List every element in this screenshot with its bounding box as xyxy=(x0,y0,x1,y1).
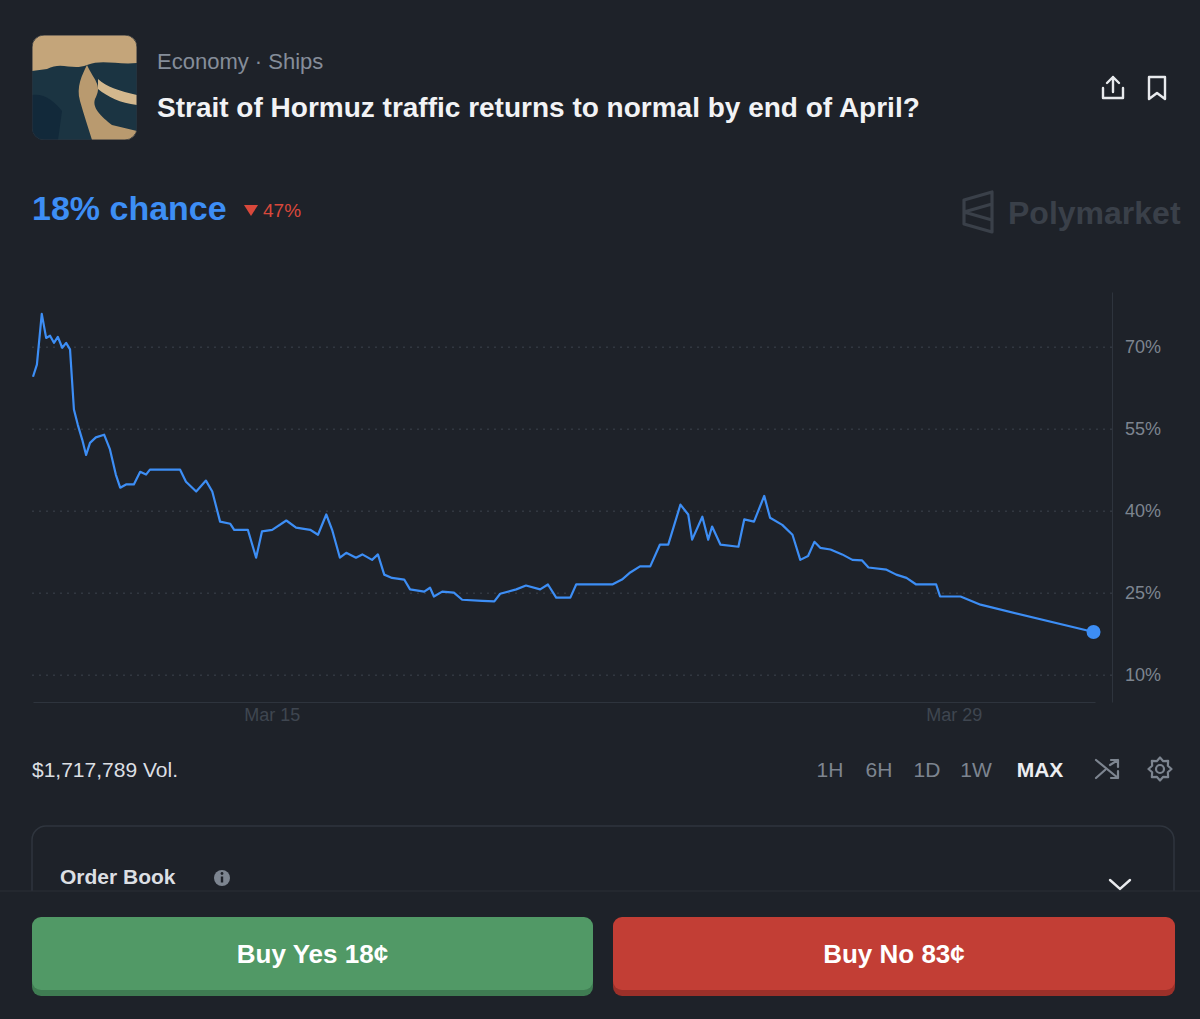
order-book-title[interactable]: Order Book xyxy=(60,865,176,888)
watermark: Polymarket xyxy=(964,192,1181,232)
settings-button[interactable] xyxy=(1149,758,1172,781)
market-icon xyxy=(32,35,137,140)
y-tick: 55% xyxy=(32,419,1161,439)
plot xyxy=(33,314,1101,639)
y-tick-label: 10% xyxy=(1125,665,1161,685)
x-tick-label: Mar 15 xyxy=(244,705,300,725)
x-tick: Mar 29 xyxy=(926,702,982,725)
breadcrumb[interactable]: Economy · Ships xyxy=(157,49,323,74)
end-point xyxy=(1087,625,1101,639)
shuffle-button[interactable] xyxy=(1096,760,1118,778)
grid-line xyxy=(32,511,1112,512)
expand-chevron[interactable] xyxy=(1110,880,1130,889)
change: 47% xyxy=(263,200,301,221)
range-button[interactable]: 1H xyxy=(817,758,844,781)
y-tick: 10% xyxy=(32,665,1161,685)
y-axis-line xyxy=(1112,293,1113,703)
svg-text:Polymarket: Polymarket xyxy=(1008,195,1181,231)
y-tick-label: 40% xyxy=(1125,501,1161,521)
y-tick: 40% xyxy=(32,501,1161,521)
title: Strait of Hormuz traffic returns to norm… xyxy=(157,92,920,123)
x-tick-label: Mar 29 xyxy=(926,705,982,725)
headline: 18% chance xyxy=(32,189,227,227)
range-button[interactable]: 1W xyxy=(960,758,992,781)
change-arrow xyxy=(244,205,258,216)
info-icon xyxy=(214,870,230,886)
grid-line xyxy=(32,675,1112,676)
x-axis-line xyxy=(34,702,1096,703)
y-tick-label: 55% xyxy=(1125,419,1161,439)
page: Economy · Ships Strait of Hormuz traffic … xyxy=(0,0,1200,1019)
y-tick-label: 70% xyxy=(1125,337,1161,357)
y-tick-label: 25% xyxy=(1125,583,1161,603)
share-button[interactable] xyxy=(1103,77,1123,98)
buy-no-button-label[interactable]: Buy No 83¢ xyxy=(823,939,965,969)
y-tick: 70% xyxy=(32,337,1161,357)
buy-no-button[interactable]: Buy No 83¢ xyxy=(613,917,1175,996)
range-button[interactable]: 6H xyxy=(866,758,893,781)
background xyxy=(0,0,1200,1019)
x-axis: Mar 15 Mar 29 xyxy=(34,702,1096,725)
grid-line xyxy=(32,429,1112,430)
y-tick: 25% xyxy=(32,583,1161,603)
buy-yes-button-label[interactable]: Buy Yes 18¢ xyxy=(237,939,388,969)
volume: $1,717,789 Vol. xyxy=(32,758,178,781)
x-tick: Mar 15 xyxy=(244,702,300,725)
buy-yes-button[interactable]: Buy Yes 18¢ xyxy=(32,917,593,996)
y-axis: 10% 25% 40% 55% 70% xyxy=(32,293,1161,703)
grid-line xyxy=(32,347,1112,348)
range-button[interactable]: 1D xyxy=(914,758,941,781)
bottom-bar xyxy=(0,891,1200,1019)
bookmark-button[interactable] xyxy=(1149,77,1165,99)
range-button[interactable]: MAX xyxy=(1017,758,1064,781)
bottom-bar-border xyxy=(0,891,1200,892)
series-line xyxy=(33,314,1094,632)
